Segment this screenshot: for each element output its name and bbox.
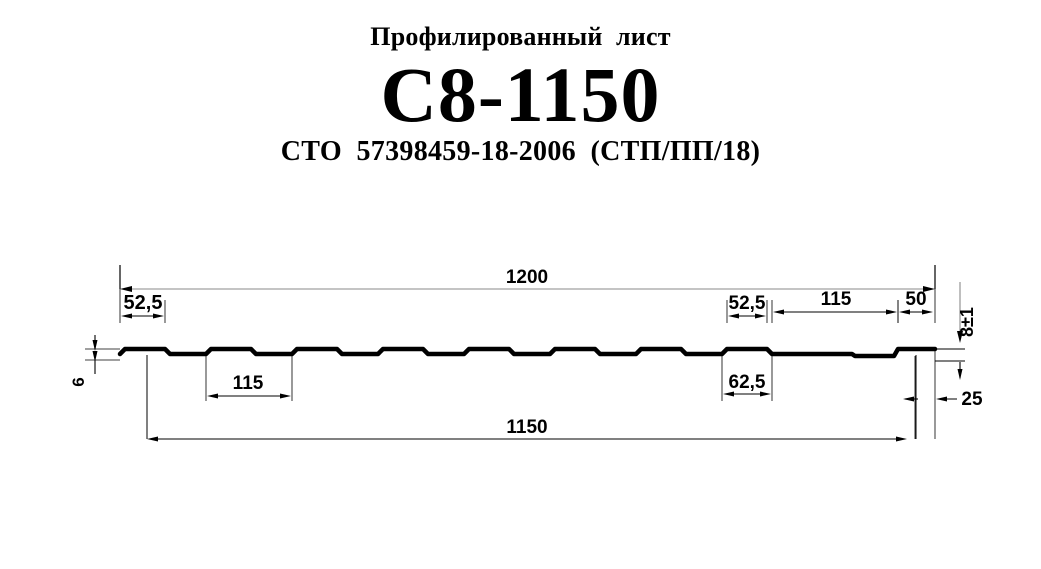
- svg-text:1200: 1200: [506, 267, 548, 288]
- svg-text:52,5: 52,5: [124, 292, 163, 314]
- svg-text:115: 115: [233, 373, 264, 394]
- svg-text:115: 115: [821, 289, 852, 310]
- svg-text:62,5: 62,5: [729, 372, 766, 393]
- svg-text:25: 25: [961, 389, 983, 410]
- svg-text:6: 6: [69, 377, 88, 386]
- svg-text:52,5: 52,5: [729, 293, 766, 314]
- svg-text:1150: 1150: [506, 417, 547, 438]
- svg-text:50: 50: [905, 289, 926, 310]
- svg-text:8±1: 8±1: [957, 307, 977, 337]
